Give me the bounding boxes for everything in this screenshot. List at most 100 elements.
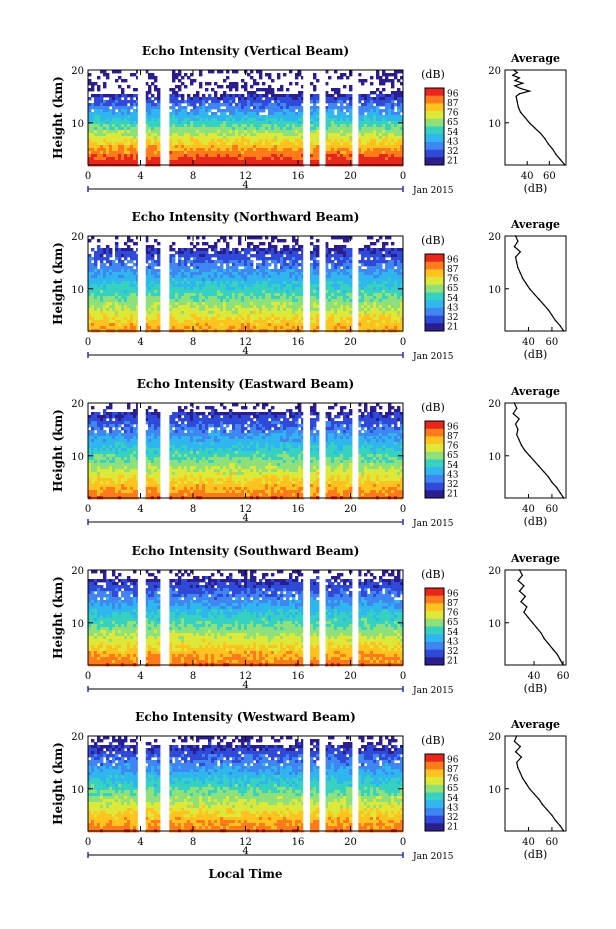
heatmap-cell	[103, 94, 107, 98]
heatmap-cell	[292, 112, 296, 116]
heatmap-cell	[118, 139, 122, 143]
heatmap-cell	[274, 275, 278, 279]
heatmap-cell	[316, 130, 320, 134]
heatmap-cell	[283, 148, 287, 152]
heatmap-cell	[349, 133, 353, 137]
heatmap-cell	[331, 287, 335, 291]
heatmap-cell	[334, 284, 338, 288]
heatmap-cell	[220, 314, 224, 318]
heatmap-cell	[103, 320, 107, 324]
heatmap-cell	[97, 145, 101, 149]
heatmap-cell	[130, 290, 134, 294]
heatmap-cell	[235, 151, 239, 155]
heatmap-cell	[94, 118, 98, 122]
heatmap-cell	[340, 290, 344, 294]
profile-point	[518, 77, 521, 79]
heatmap-cell	[325, 281, 329, 285]
heatmap-cell	[310, 257, 314, 261]
heatmap-cell	[379, 299, 383, 303]
heatmap-cell	[97, 311, 101, 315]
heatmap-cell	[121, 248, 125, 252]
heatmap-cell	[325, 91, 329, 95]
heatmap-cell	[244, 124, 248, 128]
heatmap-cell	[367, 151, 371, 155]
heatmap-cell	[346, 296, 350, 300]
heatmap-cell	[334, 130, 338, 134]
heatmap-cell	[157, 242, 161, 246]
heatmap-cell	[325, 296, 329, 300]
heatmap-cell	[169, 151, 173, 155]
heatmap-cell	[106, 269, 110, 273]
heatmap-cell	[310, 130, 314, 134]
heatmap-cell	[400, 130, 404, 134]
heatmap-cell	[325, 287, 329, 291]
colorbar-segment	[425, 136, 444, 139]
heatmap-cell	[235, 263, 239, 267]
heatmap-cell	[325, 272, 329, 276]
heatmap-cell	[388, 160, 392, 164]
heatmap-cell	[337, 323, 341, 327]
heatmap-cell	[190, 260, 194, 264]
heatmap-cell	[271, 320, 275, 324]
profile-point	[564, 164, 566, 166]
heatmap-cell	[346, 106, 350, 110]
heatmap-cell	[187, 305, 191, 309]
heatmap-cell	[325, 133, 329, 137]
heatmap-cell	[343, 278, 347, 282]
heatmap-cell	[115, 302, 119, 306]
heatmap-cell	[121, 154, 125, 158]
heatmap-cell	[181, 136, 185, 140]
heatmap-cell	[391, 154, 395, 158]
heatmap-cell	[259, 311, 263, 315]
heatmap-cell	[262, 278, 266, 282]
heatmap-cell	[340, 281, 344, 285]
heatmap-cell	[175, 314, 179, 318]
heatmap-cell	[211, 278, 215, 282]
heatmap-cell	[250, 70, 254, 74]
heatmap-cell	[169, 145, 173, 149]
heatmap-cell	[157, 299, 161, 303]
heatmap-cell	[277, 148, 281, 152]
heatmap-cell	[265, 103, 269, 107]
heatmap-cell	[199, 284, 203, 288]
heatmap-cell	[277, 311, 281, 315]
heatmap-cell	[208, 142, 212, 146]
heatmap-cell	[133, 157, 137, 161]
heatmap-cell	[94, 160, 98, 164]
heatmap-cell	[103, 106, 107, 110]
heatmap-cell	[238, 263, 242, 267]
heatmap-cell	[247, 106, 251, 110]
heatmap-cell	[247, 127, 251, 131]
heatmap-cell	[265, 127, 269, 131]
heatmap-cell	[397, 133, 401, 137]
heatmap-cell	[379, 320, 383, 324]
colorbar-segment	[425, 120, 444, 123]
heatmap-cell	[214, 148, 218, 152]
heatmap-cell	[313, 133, 317, 137]
heatmap-cell	[313, 311, 317, 315]
heatmap-cell	[238, 275, 242, 279]
heatmap-cell	[220, 308, 224, 312]
heatmap-cell	[130, 323, 134, 327]
heatmap-cell	[232, 311, 236, 315]
heatmap-cell	[247, 151, 251, 155]
heatmap-cell	[202, 320, 206, 324]
heatmap-cell	[280, 88, 284, 92]
heatmap-cell	[94, 139, 98, 143]
heatmap-cell	[283, 281, 287, 285]
heatmap-cell	[310, 302, 314, 306]
heatmap-cell	[364, 320, 368, 324]
heatmap-cell	[202, 242, 206, 246]
heatmap-cell	[235, 320, 239, 324]
heatmap-cell	[325, 320, 329, 324]
heatmap-cell	[301, 263, 305, 267]
heatmap-cell	[343, 245, 347, 249]
heatmap-cell	[124, 124, 128, 128]
heatmap-cell	[157, 251, 161, 255]
heatmap-cell	[256, 109, 260, 113]
heatmap-cell	[346, 263, 350, 267]
heatmap-cell	[193, 130, 197, 134]
heatmap-cell	[280, 281, 284, 285]
heatmap-cell	[88, 124, 92, 128]
heatmap-cell	[271, 317, 275, 321]
